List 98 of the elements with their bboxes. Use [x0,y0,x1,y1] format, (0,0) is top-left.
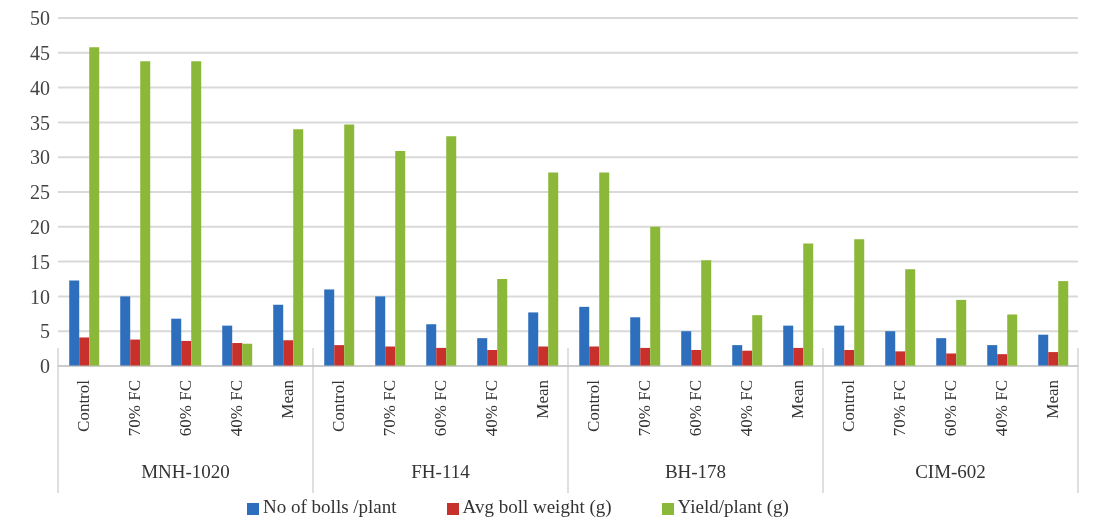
x-tick-label: Control [839,379,858,432]
bar [803,243,814,366]
bar [854,239,865,366]
y-tick-label: 0 [40,355,50,378]
bar [395,150,406,366]
bar [191,61,202,366]
bar [385,346,396,366]
bar [375,296,386,366]
bar [528,312,539,366]
bar [89,47,100,366]
bar [701,260,712,366]
x-tick-label: 60% FC [941,380,960,437]
bar [589,346,600,366]
bar [222,325,233,366]
legend-label: Yield/plant (g) [677,496,789,517]
x-tick-label: 40% FC [737,380,756,437]
bar [579,306,590,366]
bar [538,346,549,366]
x-tick-label: 60% FC [686,380,705,437]
bar [946,353,957,366]
bar [1007,314,1018,366]
x-tick-label: 40% FC [227,380,246,437]
x-tick-label: Control [329,379,348,432]
bar [69,280,80,366]
bar [293,129,304,366]
bar [120,296,131,366]
bar [885,331,896,366]
x-tick-label: Mean [533,379,552,419]
bar [630,317,641,366]
bar [1058,281,1069,366]
bar [273,304,284,366]
bar [834,325,845,366]
y-tick-label: 50 [30,7,50,30]
bar [691,349,702,366]
x-tick-label: Control [584,379,603,432]
y-tick-label: 20 [30,215,50,238]
x-tick-label: 60% FC [431,380,450,437]
bar [324,289,335,366]
bar [640,347,651,366]
bar [171,318,182,366]
x-tick-label: 40% FC [992,380,1011,437]
bar [1048,352,1059,366]
bar [426,324,437,366]
y-tick-label: 15 [30,250,50,273]
y-tick-label: 10 [30,285,50,308]
bar [742,350,753,366]
bar [130,339,141,366]
x-tick-label: 70% FC [635,380,654,437]
x-tick-label: 70% FC [890,380,909,437]
bar [844,349,855,366]
legend-label: Avg boll weight (g) [462,496,612,517]
x-tick-label: Mean [278,379,297,419]
bar [599,172,610,366]
x-tick-label: 40% FC [482,380,501,437]
bar [334,345,345,366]
y-tick-label: 35 [30,111,50,134]
bar [681,331,692,366]
bar [548,172,559,366]
x-tick-label: 70% FC [125,380,144,437]
legend-label: No of bolls /plant [263,496,397,517]
bar [783,325,794,366]
bar [232,343,243,366]
y-tick-label: 40 [30,76,50,99]
text: CIM-602 [915,461,986,482]
text: BH-178 [664,461,727,482]
y-tick-label: 45 [30,41,50,64]
bar [446,136,457,366]
text: MNH-1020 [141,461,230,482]
y-tick-label: 30 [30,146,50,169]
bar [650,226,661,366]
bar [79,337,90,366]
x-tick-label: Mean [788,379,807,419]
bar [793,347,804,366]
bar [140,61,151,366]
text: FH-114 [411,461,471,482]
x-tick-label: 70% FC [380,380,399,437]
bar [987,345,998,366]
x-tick-label: 60% FC [176,380,195,437]
bar [732,345,743,366]
x-tick-label: Mean [1043,379,1062,419]
bar [283,340,294,366]
x-tick-label: Control [74,379,93,432]
bar [242,343,253,366]
bar [895,351,906,366]
bar [997,354,1008,366]
bar [905,269,916,366]
y-tick-label: 25 [30,181,50,204]
bar [752,315,763,366]
bar [181,340,192,366]
bar [436,347,447,366]
bar [344,124,355,366]
bar [936,338,947,366]
bar [497,279,508,366]
bar [1038,334,1049,366]
bar [477,338,488,366]
y-tick-label: 5 [40,320,50,343]
bar [956,299,967,366]
bar [487,349,498,366]
